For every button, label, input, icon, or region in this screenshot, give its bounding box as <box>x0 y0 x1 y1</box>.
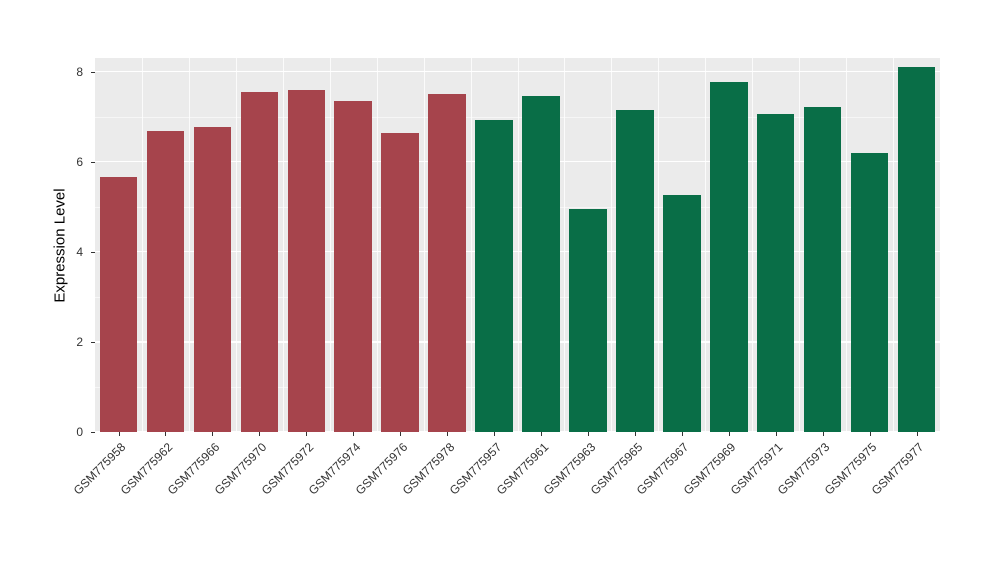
bar-GSM775976 <box>381 133 419 432</box>
gridline-x <box>846 58 848 432</box>
x-tick-mark <box>353 432 355 436</box>
y-tick-mark <box>91 432 95 433</box>
bar-GSM775973 <box>803 106 842 432</box>
bar-GSM775965 <box>616 109 654 432</box>
gridline-x <box>752 58 754 432</box>
gridline-x <box>282 58 284 432</box>
x-tick-mark <box>541 432 542 436</box>
gridline-x <box>705 58 707 432</box>
x-tick-mark <box>447 432 449 436</box>
x-tick-mark <box>916 432 918 436</box>
y-tick-mark <box>91 341 95 343</box>
gridline-x <box>376 58 378 432</box>
y-tick-mark <box>91 161 95 163</box>
gridline-x <box>141 58 143 432</box>
x-tick-mark <box>822 432 824 436</box>
x-tick-mark <box>587 432 589 436</box>
bar-GSM775970 <box>240 91 279 432</box>
gridline-x <box>799 58 801 432</box>
gridline-x <box>658 58 660 432</box>
y-tick-label: 0 <box>76 425 83 439</box>
bar-GSM775971 <box>756 114 795 432</box>
bar-GSM775962 <box>146 131 185 432</box>
gridline-x <box>564 58 566 432</box>
gridline-x <box>517 58 519 432</box>
y-tick-mark <box>91 71 95 73</box>
gridline-x <box>611 58 613 432</box>
x-tick-mark <box>118 432 120 436</box>
gridline-x <box>470 58 472 432</box>
bar-GSM775969 <box>710 81 748 432</box>
bar-GSM775961 <box>522 96 560 432</box>
gridline-x <box>893 58 895 432</box>
y-tick-label: 2 <box>76 334 83 349</box>
x-tick-mark <box>259 432 261 436</box>
x-tick-mark <box>212 432 214 436</box>
y-tick-label: 4 <box>76 244 83 259</box>
bar-GSM775975 <box>850 152 889 432</box>
x-tick-mark <box>728 432 730 436</box>
x-tick-mark <box>165 432 167 436</box>
x-tick-mark <box>681 432 683 436</box>
x-tick-mark <box>869 432 871 436</box>
y-tick-label: 8 <box>76 64 83 79</box>
gridline-x <box>329 58 331 432</box>
bar-GSM775972 <box>287 90 326 432</box>
bar-GSM775974 <box>334 100 372 432</box>
y-tick-mark <box>91 251 95 253</box>
bar-GSM775958 <box>99 177 138 432</box>
bar-GSM775966 <box>193 126 232 432</box>
x-tick-mark <box>775 432 777 436</box>
x-tick-mark <box>634 432 636 436</box>
bar-GSM775978 <box>428 94 466 432</box>
bar-GSM775967 <box>663 195 701 432</box>
gridline-x <box>423 58 425 432</box>
bar-GSM775963 <box>569 209 607 432</box>
bar-GSM775957 <box>475 119 513 432</box>
x-tick-mark <box>306 432 308 436</box>
bar-GSM775977 <box>897 67 936 432</box>
y-tick-label: 6 <box>76 154 83 169</box>
gridline-x <box>235 58 237 432</box>
x-tick-mark <box>494 432 495 436</box>
x-tick-mark <box>400 432 402 436</box>
gridline-x <box>188 58 190 432</box>
